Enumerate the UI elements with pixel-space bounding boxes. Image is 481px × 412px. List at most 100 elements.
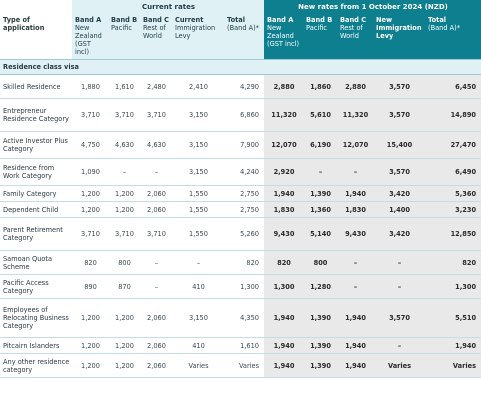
current-rate-cell: 2,410	[172, 74, 224, 99]
current-rate-cell: Varies	[172, 353, 224, 378]
current-rate-cell: –	[108, 158, 140, 186]
new-rate-cell: 3,420	[373, 185, 426, 202]
new-rate-cell: 1,860	[303, 74, 338, 99]
new-rate-cell: 1,360	[303, 201, 338, 218]
current-rate-cell: 3,710	[140, 98, 172, 132]
current-rate-cell: 1,200	[108, 201, 140, 218]
new-rate-cell: 3,230	[425, 201, 481, 218]
new-rate-cell: 15,400	[373, 131, 426, 159]
row-label: Samoan Quota Scheme	[0, 250, 72, 275]
current-rate-cell: 1,200	[72, 185, 108, 202]
row-label: Dependent Child	[0, 201, 72, 218]
cur-band-a-header: Band A New Zealand (GST incl)	[72, 13, 108, 60]
new-rate-cell: 2,920	[264, 158, 304, 186]
row-label: Residence from Work Category	[0, 158, 72, 186]
current-rate-cell: 1,550	[172, 201, 224, 218]
new-rate-cell: 1,300	[264, 274, 304, 299]
new-rate-cell: 5,140	[303, 217, 338, 251]
current-rate-cell: 2,480	[140, 74, 172, 99]
new-rate-cell: 2,880	[337, 74, 374, 99]
current-rate-cell: 4,290	[224, 74, 265, 99]
current-rate-cell: 1,610	[108, 74, 140, 99]
table-row: Parent Retirement Category 3,710 3,710 3,71…	[0, 217, 481, 251]
current-rate-cell: Varies	[224, 353, 265, 378]
new-rate-cell: 14,890	[425, 98, 481, 132]
new-rate-cell: 1,280	[303, 274, 338, 299]
current-rate-cell: 3,150	[172, 158, 224, 186]
current-rate-cell: 5,260	[224, 217, 265, 251]
current-rate-cell: 1,200	[108, 337, 140, 354]
new-rate-cell: Varies	[425, 353, 481, 378]
current-rate-cell: 1,200	[72, 201, 108, 218]
new-rate-cell: 9,430	[264, 217, 304, 251]
current-rate-cell: 3,150	[172, 98, 224, 132]
new-rate-cell: –	[337, 274, 374, 299]
new-rate-cell: 1,390	[303, 185, 338, 202]
new-rate-cell: 3,570	[373, 98, 426, 132]
new-rate-cell: 2,880	[264, 74, 304, 99]
current-rate-cell: 3,150	[172, 131, 224, 159]
current-rate-cell: 4,240	[224, 158, 265, 186]
new-rate-cell: 27,470	[425, 131, 481, 159]
new-rate-cell: 1,400	[373, 201, 426, 218]
new-rate-cell: 1,940	[425, 337, 481, 354]
cur-levy-header: Current Immigration Levy	[172, 13, 224, 60]
current-rate-cell: 820	[72, 250, 108, 275]
new-band-a-header: Band A New Zealand (GST incl)	[264, 13, 304, 60]
new-rate-cell: 5,510	[425, 298, 481, 338]
group-header-row: Current rates New rates from 1 October 2…	[0, 0, 481, 13]
current-rate-cell: –	[140, 274, 172, 299]
table-row: Active Investor Plus Category 4,750 4,630 4…	[0, 131, 481, 159]
new-rate-cell: 3,570	[373, 74, 426, 99]
current-rate-cell: 2,750	[224, 201, 265, 218]
new-rate-cell: 5,360	[425, 185, 481, 202]
new-rate-cell: 1,940	[264, 185, 304, 202]
new-rate-cell: 1,830	[337, 201, 374, 218]
row-label: Skilled Residence	[0, 74, 72, 99]
current-rate-cell: 3,710	[108, 98, 140, 132]
new-band-c-header: Band C Rest of World	[337, 13, 374, 60]
current-rate-cell: 1,200	[72, 337, 108, 354]
current-rate-cell: 7,900	[224, 131, 265, 159]
new-rate-cell: –	[373, 250, 426, 275]
table-row: Any other residence category 1,200 1,200 2,…	[0, 353, 481, 378]
new-rate-cell: 12,070	[264, 131, 304, 159]
table-row: Employees of Relocating Business Categor…	[0, 298, 481, 338]
row-label: Entrepreneur Residence Category	[0, 98, 72, 132]
current-rate-cell: 3,710	[140, 217, 172, 251]
new-rate-cell: 11,320	[337, 98, 374, 132]
current-rate-cell: 1,200	[72, 298, 108, 338]
current-rate-cell: 1,200	[72, 353, 108, 378]
row-label: Employees of Relocating Business Categor…	[0, 298, 72, 338]
new-rate-cell: –	[337, 250, 374, 275]
table-row: Residence from Work Category 1,090– –3,150…	[0, 158, 481, 186]
row-label: Family Category	[0, 185, 72, 202]
current-rate-cell: 3,710	[72, 98, 108, 132]
new-rate-cell: 9,430	[337, 217, 374, 251]
current-rate-cell: 4,630	[108, 131, 140, 159]
cur-band-c-header: Band C Rest of World	[140, 13, 172, 60]
new-rate-cell: 820	[425, 250, 481, 275]
current-rate-cell: 410	[172, 337, 224, 354]
new-rate-cell: 3,570	[373, 158, 426, 186]
current-rate-cell: 1,200	[108, 353, 140, 378]
new-levy-header: New Immigration Levy	[373, 13, 426, 60]
current-rate-cell: 1,200	[108, 185, 140, 202]
current-rate-cell: 3,710	[72, 217, 108, 251]
row-label: Pitcairn Islanders	[0, 337, 72, 354]
new-rate-cell: –	[373, 274, 426, 299]
current-rate-cell: 4,750	[72, 131, 108, 159]
section-title: Residence class visa	[0, 59, 481, 75]
new-rate-cell: 6,450	[425, 74, 481, 99]
new-rate-cell: 1,940	[337, 353, 374, 378]
new-rate-cell: –	[303, 158, 338, 186]
row-label: Active Investor Plus Category	[0, 131, 72, 159]
new-rate-cell: 3,420	[373, 217, 426, 251]
current-rate-cell: 890	[72, 274, 108, 299]
table-row: Pacific Access Category 890 870–410 1,300 1,…	[0, 274, 481, 299]
new-rate-cell: 1,390	[303, 337, 338, 354]
current-rate-cell: 1,880	[72, 74, 108, 99]
new-rate-cell: –	[373, 337, 426, 354]
new-rate-cell: 11,320	[264, 98, 304, 132]
new-rates-header: New rates from 1 October 2024 (NZD)	[264, 0, 481, 13]
